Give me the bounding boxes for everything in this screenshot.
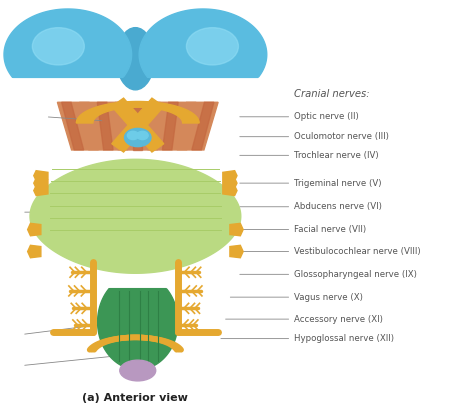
Polygon shape bbox=[177, 102, 196, 150]
Polygon shape bbox=[223, 178, 237, 188]
Polygon shape bbox=[34, 171, 48, 181]
Ellipse shape bbox=[120, 360, 156, 381]
Text: Facial nerve (VII): Facial nerve (VII) bbox=[240, 225, 366, 234]
Polygon shape bbox=[139, 9, 267, 77]
Text: Cranial nerves:: Cranial nerves: bbox=[294, 89, 369, 99]
Polygon shape bbox=[148, 102, 160, 150]
Text: Vagus nerve (X): Vagus nerve (X) bbox=[230, 292, 363, 302]
Text: Vestibulocochlear nerve (VIII): Vestibulocochlear nerve (VIII) bbox=[240, 247, 421, 256]
Text: Accessory nerve (XI): Accessory nerve (XI) bbox=[226, 314, 383, 324]
Ellipse shape bbox=[128, 131, 139, 140]
Ellipse shape bbox=[137, 131, 148, 140]
Polygon shape bbox=[4, 9, 132, 77]
Polygon shape bbox=[230, 245, 243, 258]
Text: Glossopharyngeal nerve (IX): Glossopharyngeal nerve (IX) bbox=[240, 270, 417, 279]
Polygon shape bbox=[112, 98, 164, 152]
Polygon shape bbox=[30, 159, 241, 273]
Ellipse shape bbox=[32, 27, 84, 65]
Polygon shape bbox=[163, 102, 178, 150]
Text: Trochlear nerve (IV): Trochlear nerve (IV) bbox=[240, 151, 379, 160]
Polygon shape bbox=[34, 186, 48, 196]
Polygon shape bbox=[80, 102, 99, 150]
Polygon shape bbox=[230, 223, 243, 236]
Text: Oculomotor nerve (III): Oculomotor nerve (III) bbox=[240, 132, 389, 141]
Ellipse shape bbox=[117, 27, 155, 90]
Polygon shape bbox=[112, 98, 164, 152]
Polygon shape bbox=[98, 289, 178, 370]
Text: Hypoglossal nerve (XII): Hypoglossal nerve (XII) bbox=[221, 334, 394, 343]
Polygon shape bbox=[76, 102, 199, 123]
Polygon shape bbox=[223, 186, 237, 196]
Polygon shape bbox=[27, 223, 41, 236]
Polygon shape bbox=[115, 102, 128, 150]
Ellipse shape bbox=[125, 129, 151, 146]
Polygon shape bbox=[97, 102, 113, 150]
Polygon shape bbox=[223, 171, 237, 181]
Polygon shape bbox=[62, 102, 84, 150]
Text: Abducens nerve (VI): Abducens nerve (VI) bbox=[240, 202, 382, 211]
Text: Trigeminal nerve (V): Trigeminal nerve (V) bbox=[240, 178, 382, 188]
Ellipse shape bbox=[186, 27, 238, 65]
Polygon shape bbox=[192, 102, 214, 150]
Polygon shape bbox=[57, 102, 218, 150]
Text: (a) Anterior view: (a) Anterior view bbox=[82, 393, 188, 403]
Polygon shape bbox=[133, 102, 143, 150]
Polygon shape bbox=[27, 245, 41, 258]
Text: Optic nerve (II): Optic nerve (II) bbox=[240, 112, 359, 121]
Polygon shape bbox=[34, 178, 48, 188]
